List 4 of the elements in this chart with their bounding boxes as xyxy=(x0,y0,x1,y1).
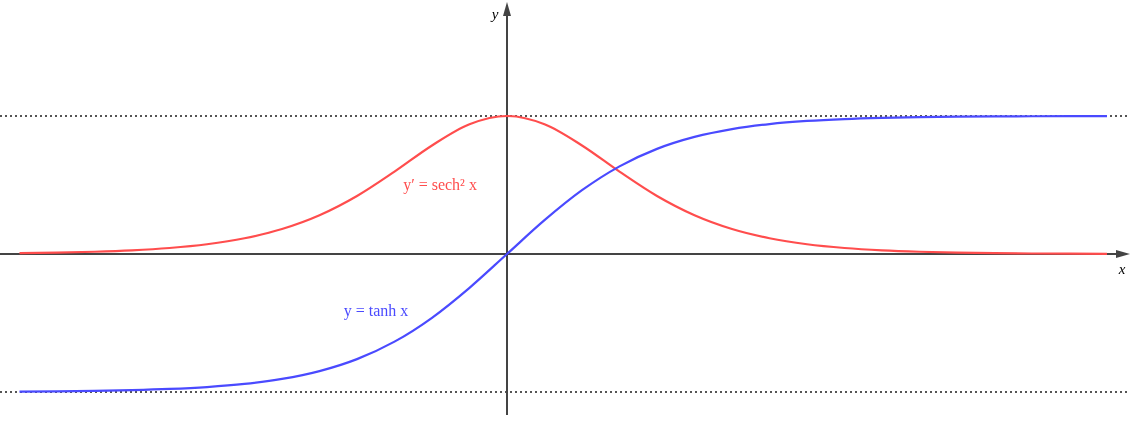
annotation: y′ = sech² x xyxy=(403,176,477,194)
x-axis-title: x xyxy=(1117,261,1126,277)
annotation: y = tanh x xyxy=(343,302,409,320)
text: y xyxy=(489,6,499,22)
